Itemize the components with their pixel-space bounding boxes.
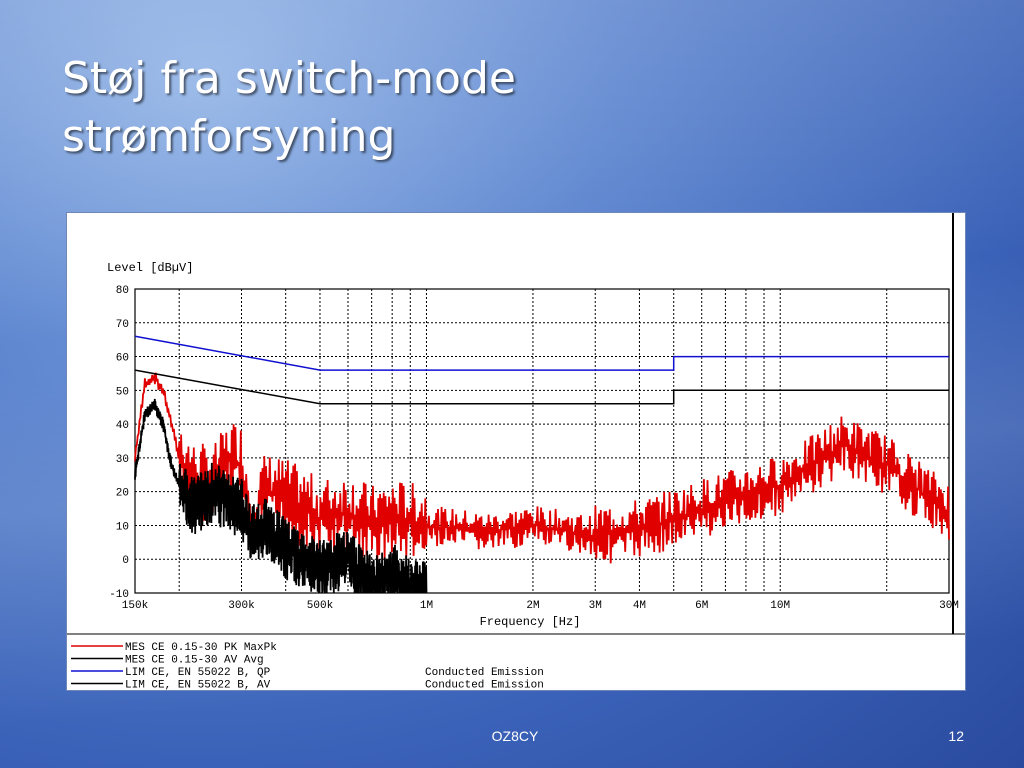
series-line-peak: [134, 372, 950, 564]
x-tick-label: 10M: [770, 600, 790, 612]
y-tick-label: 60: [116, 353, 129, 365]
x-tick-label: 6M: [695, 600, 708, 612]
plot-area: [134, 288, 950, 594]
y-tick-label: 50: [116, 386, 129, 398]
y-tick-label: 30: [116, 454, 129, 466]
x-tick-label: 3M: [589, 600, 602, 612]
slide-title-line-1: Støj fra switch-mode: [62, 53, 516, 104]
chart-frame: -10 0 10 20 30 40 50 60 70 80 150k 300k 500k 1M 2M 3M 4M…: [66, 212, 966, 692]
axis-layer: -10 0 10 20 30 40 50 60 70 80 150k 300k 500k 1M 2M 3M 4M…: [107, 261, 959, 629]
x-tick-label: 2M: [526, 600, 539, 612]
slide-title-line-2: strømforsyning: [62, 111, 396, 162]
slide-number: 12: [948, 728, 964, 744]
y-tick-label: 0: [122, 555, 129, 567]
footer-author: OZ8CY: [491, 728, 539, 744]
y-tick-label: 80: [116, 285, 129, 297]
legend-entry: MES CE 0.15-30 AV Avg: [125, 655, 264, 667]
y-tick-label: 20: [116, 488, 129, 500]
y-tick-label: -10: [109, 589, 129, 601]
y-tick-label: 10: [116, 521, 129, 533]
emission-chart: -10 0 10 20 30 40 50 60 70 80 150k 300k 500k 1M 2M 3M 4M…: [67, 213, 965, 692]
x-tick-label: 150k: [122, 600, 149, 612]
x-tick-label: 1M: [420, 600, 433, 612]
series-line-limit-av: [134, 369, 949, 405]
x-tick-label: 30M: [939, 600, 959, 612]
legend-note: Conducted Emission: [425, 680, 544, 691]
x-tick-label: 500k: [307, 600, 334, 612]
series-line-limit-qp: [134, 335, 949, 371]
legend-note: Conducted Emission: [425, 667, 544, 679]
x-tick-label: 4M: [633, 600, 646, 612]
x-tick-label: 300k: [228, 600, 255, 612]
legend-entry: LIM CE, EN 55022 B, QP: [125, 667, 271, 679]
y-tick-label: 70: [116, 319, 129, 331]
y-axis-label: Level [dBµV]: [107, 261, 193, 275]
series-line-average: [134, 398, 428, 594]
slide-title: Støj fra switch-mode strømforsyning: [62, 50, 516, 166]
series-layer: [134, 335, 950, 594]
legend-entry: LIM CE, EN 55022 B, AV: [125, 680, 271, 691]
y-tick-label: 40: [116, 420, 129, 432]
legend-entry: MES CE 0.15-30 PK MaxPk: [125, 642, 277, 654]
x-axis-label: Frequency [Hz]: [480, 615, 581, 629]
